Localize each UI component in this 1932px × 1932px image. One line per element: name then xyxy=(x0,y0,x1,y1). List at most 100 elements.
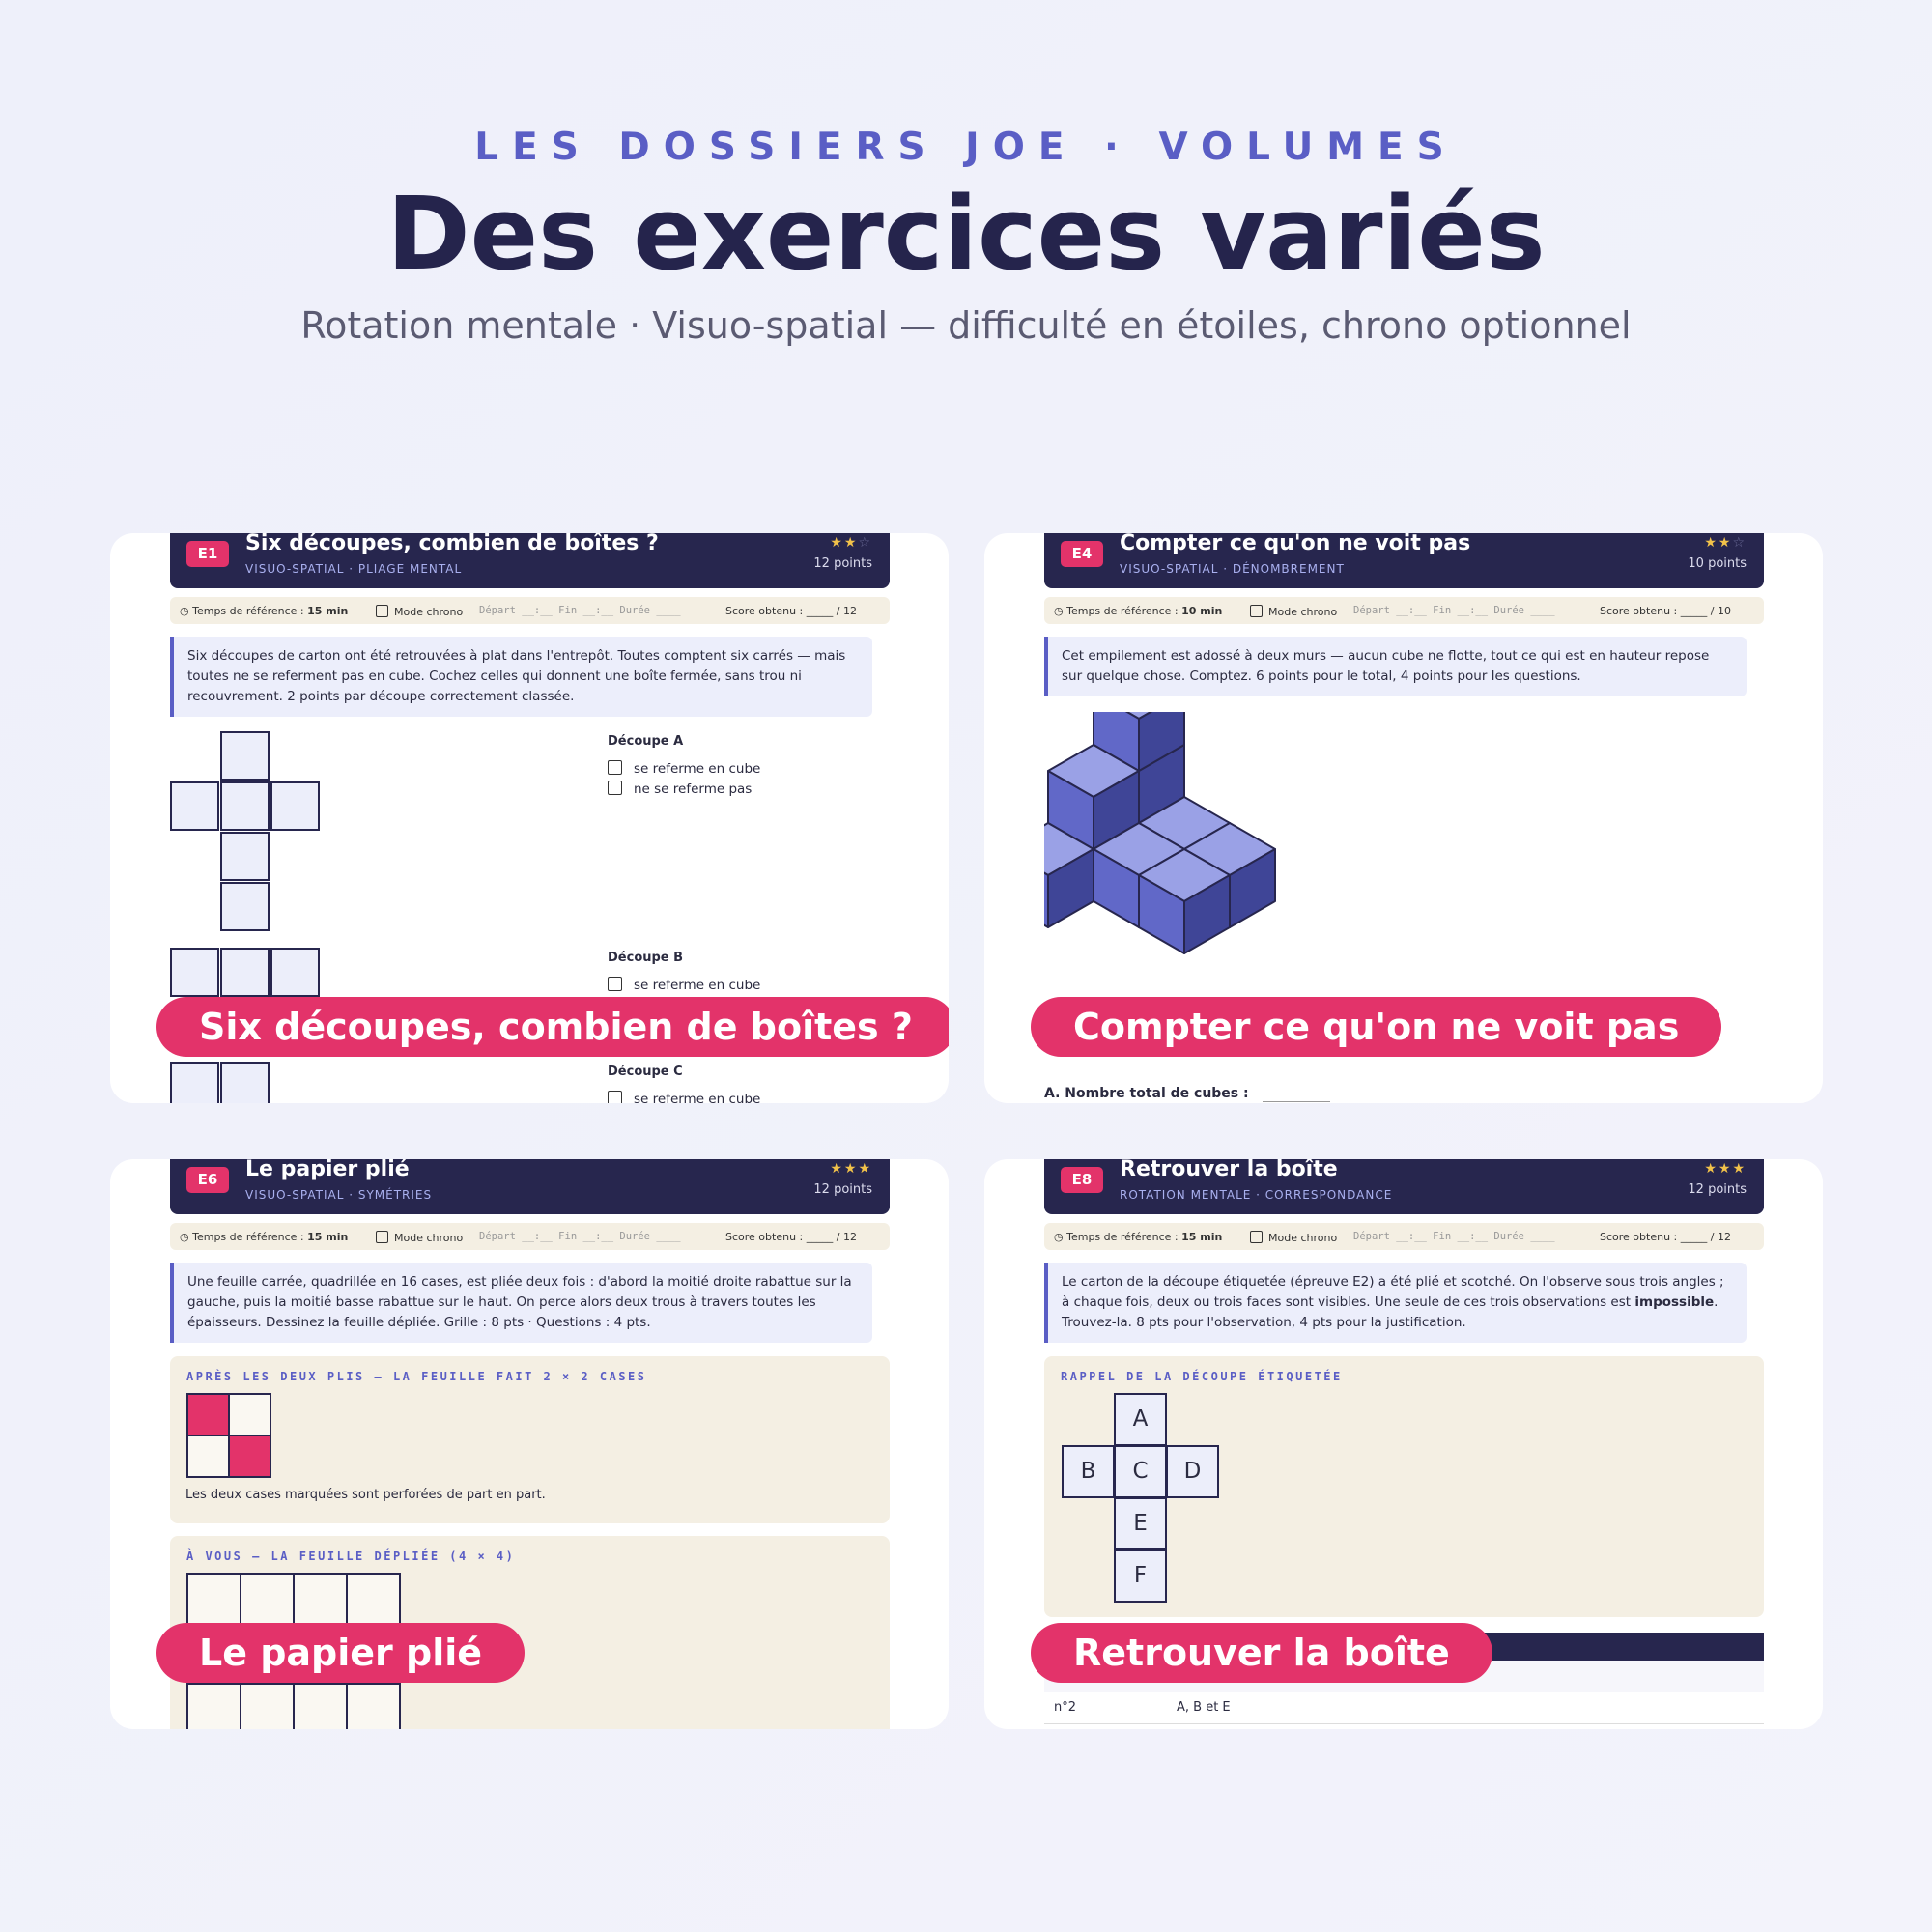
exercise-title: Six découpes, combien de boîtes ? xyxy=(245,533,659,555)
option-b-closes[interactable]: se referme en cube xyxy=(608,977,760,993)
page-title: Des exercices variés xyxy=(386,175,1546,293)
grid-cell[interactable] xyxy=(346,1573,401,1630)
meta-bar: ◷ Temps de référence : 15 min Mode chron… xyxy=(170,597,890,624)
cube-stack-figure xyxy=(1044,712,1276,954)
decoupe-c-label: Découpe C xyxy=(608,1065,683,1079)
difficulty-stars: ★★★ xyxy=(830,1161,872,1177)
section-caption: Les deux cases marquées sont perforées d… xyxy=(185,1488,546,1502)
instructions: Cet empilement est adossé à deux murs — … xyxy=(1044,637,1747,696)
star-icon: ★★ xyxy=(830,535,859,551)
difficulty-stars: ★★★ xyxy=(1704,1161,1747,1177)
answer-line[interactable] xyxy=(1263,1101,1330,1102)
chrono-toggle[interactable]: Mode chrono xyxy=(1250,1231,1337,1244)
exercise-header: E1 Six découpes, combien de boîtes ? VIS… xyxy=(170,533,890,588)
grid-cell[interactable] xyxy=(346,1683,401,1729)
table-cell: n°2 xyxy=(1054,1700,1077,1715)
grid-cell[interactable] xyxy=(186,1573,242,1630)
table-cell: A, B et E xyxy=(1177,1700,1231,1715)
cube-right-face xyxy=(1138,712,1185,772)
exercise-pill-label: Compter ce qu'on ne voit pas xyxy=(1031,997,1722,1057)
star-empty-icon: ☆ xyxy=(858,535,872,551)
face-b: B xyxy=(1062,1445,1115,1498)
decoupe-a-label: Découpe A xyxy=(608,734,684,749)
reference-time: ◷ Temps de référence : 10 min xyxy=(1054,605,1223,617)
exercise-pill-label: Six découpes, combien de boîtes ? xyxy=(156,997,949,1057)
chrono-toggle[interactable]: Mode chrono xyxy=(1250,605,1337,618)
face-a: A xyxy=(1114,1393,1167,1446)
meta-bar: ◷ Temps de référence : 15 min Mode chron… xyxy=(1044,1223,1764,1250)
checkbox-icon[interactable] xyxy=(376,605,388,617)
grid-cell[interactable] xyxy=(293,1683,348,1729)
option-c-closes[interactable]: se referme en cube xyxy=(608,1091,760,1103)
checkbox-icon[interactable] xyxy=(608,1091,622,1103)
exercise-points: 12 points xyxy=(1688,1182,1747,1197)
labelled-net-section: RAPPEL DE LA DÉCOUPE ÉTIQUETÉE A B C D E… xyxy=(1044,1356,1764,1617)
grid-cell xyxy=(186,1435,230,1478)
folded-sheet-section: APRÈS LES DEUX PLIS — LA FEUILLE FAIT 2 … xyxy=(170,1356,890,1523)
page-subtitle: Rotation mentale · Visuo-spatial — diffi… xyxy=(300,304,1632,347)
checkbox-icon[interactable] xyxy=(1250,605,1263,617)
exercise-card-e6: E6 Le papier plié VISUO-SPATIAL · SYMÉTR… xyxy=(110,1159,949,1729)
score-field[interactable]: Score obtenu : _____ / 10 xyxy=(1600,605,1731,617)
exercise-title: Le papier plié xyxy=(245,1159,410,1181)
exercise-category: VISUO-SPATIAL · PLIAGE MENTAL xyxy=(245,562,463,576)
grid-cell-punched xyxy=(186,1393,230,1436)
exercise-header: E8 Retrouver la boîte ROTATION MENTALE ·… xyxy=(1044,1159,1764,1214)
difficulty-stars: ★★☆ xyxy=(1704,535,1747,551)
exercise-category: ROTATION MENTALE · CORRESPONDANCE xyxy=(1120,1188,1393,1202)
face-d: D xyxy=(1166,1445,1219,1498)
exercise-header: E4 Compter ce qu'on ne voit pas VISUO-SP… xyxy=(1044,533,1764,588)
face-e: E xyxy=(1114,1497,1167,1550)
star-icon: ★★★ xyxy=(1704,1161,1747,1177)
chrono-fields[interactable]: Départ __:__ Fin __:__ Durée ____ xyxy=(479,605,681,616)
exercise-header: E6 Le papier plié VISUO-SPATIAL · SYMÉTR… xyxy=(170,1159,890,1214)
star-icon: ★★★ xyxy=(830,1161,872,1177)
chrono-toggle[interactable]: Mode chrono xyxy=(376,1231,463,1244)
meta-bar: ◷ Temps de référence : 10 min Mode chron… xyxy=(1044,597,1764,624)
meta-bar: ◷ Temps de référence : 15 min Mode chron… xyxy=(170,1223,890,1250)
instructions: Six découpes de carton ont été retrouvée… xyxy=(170,637,872,717)
grid-cell[interactable] xyxy=(240,1683,295,1729)
exercise-points: 10 points xyxy=(1688,556,1747,571)
exercise-pill-label: Le papier plié xyxy=(156,1623,526,1683)
exercise-badge: E4 xyxy=(1061,541,1103,567)
exercise-badge: E6 xyxy=(186,1167,229,1193)
score-field[interactable]: Score obtenu : _____ / 12 xyxy=(1600,1231,1731,1243)
table-row: n°2 A, B et E xyxy=(1044,1692,1764,1724)
grid-cell[interactable] xyxy=(293,1573,348,1630)
exercise-points: 12 points xyxy=(813,556,872,571)
section-title: APRÈS LES DEUX PLIS — LA FEUILLE FAIT 2 … xyxy=(186,1370,647,1383)
exercise-pill-label: Retrouver la boîte xyxy=(1031,1623,1492,1683)
chrono-fields[interactable]: Départ __:__ Fin __:__ Durée ____ xyxy=(479,1231,681,1242)
question-total-cubes: A. Nombre total de cubes : xyxy=(1044,1086,1249,1101)
reference-time: ◷ Temps de référence : 15 min xyxy=(1054,1231,1223,1243)
score-field[interactable]: Score obtenu : _____ / 12 xyxy=(725,1231,857,1243)
checkbox-icon[interactable] xyxy=(608,781,622,795)
exercise-card-e1: E1 Six découpes, combien de boîtes ? VIS… xyxy=(110,533,949,1103)
instructions: Le carton de la découpe étiquetée (épreu… xyxy=(1044,1263,1747,1343)
option-a-not-closes[interactable]: ne se referme pas xyxy=(608,781,752,797)
checkbox-icon[interactable] xyxy=(608,760,622,775)
reference-time: ◷ Temps de référence : 15 min xyxy=(180,605,349,617)
grid-cell[interactable] xyxy=(186,1683,242,1729)
option-a-closes[interactable]: se referme en cube xyxy=(608,760,760,777)
exercise-points: 12 points xyxy=(813,1182,872,1197)
checkbox-icon[interactable] xyxy=(1250,1231,1263,1243)
checkbox-icon[interactable] xyxy=(376,1231,388,1243)
score-field[interactable]: Score obtenu : _____ / 12 xyxy=(725,605,857,617)
chrono-fields[interactable]: Départ __:__ Fin __:__ Durée ____ xyxy=(1353,605,1555,616)
chrono-fields[interactable]: Départ __:__ Fin __:__ Durée ____ xyxy=(1353,1231,1555,1242)
decoupe-b-label: Découpe B xyxy=(608,951,684,965)
checkbox-icon[interactable] xyxy=(608,977,622,991)
exercise-badge: E1 xyxy=(186,541,229,567)
face-c: C xyxy=(1114,1445,1167,1498)
section-title: RAPPEL DE LA DÉCOUPE ÉTIQUETÉE xyxy=(1061,1370,1343,1383)
face-f: F xyxy=(1114,1549,1167,1603)
grid-cell[interactable] xyxy=(240,1573,295,1630)
chrono-toggle[interactable]: Mode chrono xyxy=(376,605,463,618)
grid-cell xyxy=(228,1393,271,1436)
exercise-category: VISUO-SPATIAL · SYMÉTRIES xyxy=(245,1188,433,1202)
difficulty-stars: ★★☆ xyxy=(830,535,872,551)
section-title: À VOUS — LA FEUILLE DÉPLIÉE (4 × 4) xyxy=(186,1549,516,1563)
star-empty-icon: ☆ xyxy=(1732,535,1747,551)
